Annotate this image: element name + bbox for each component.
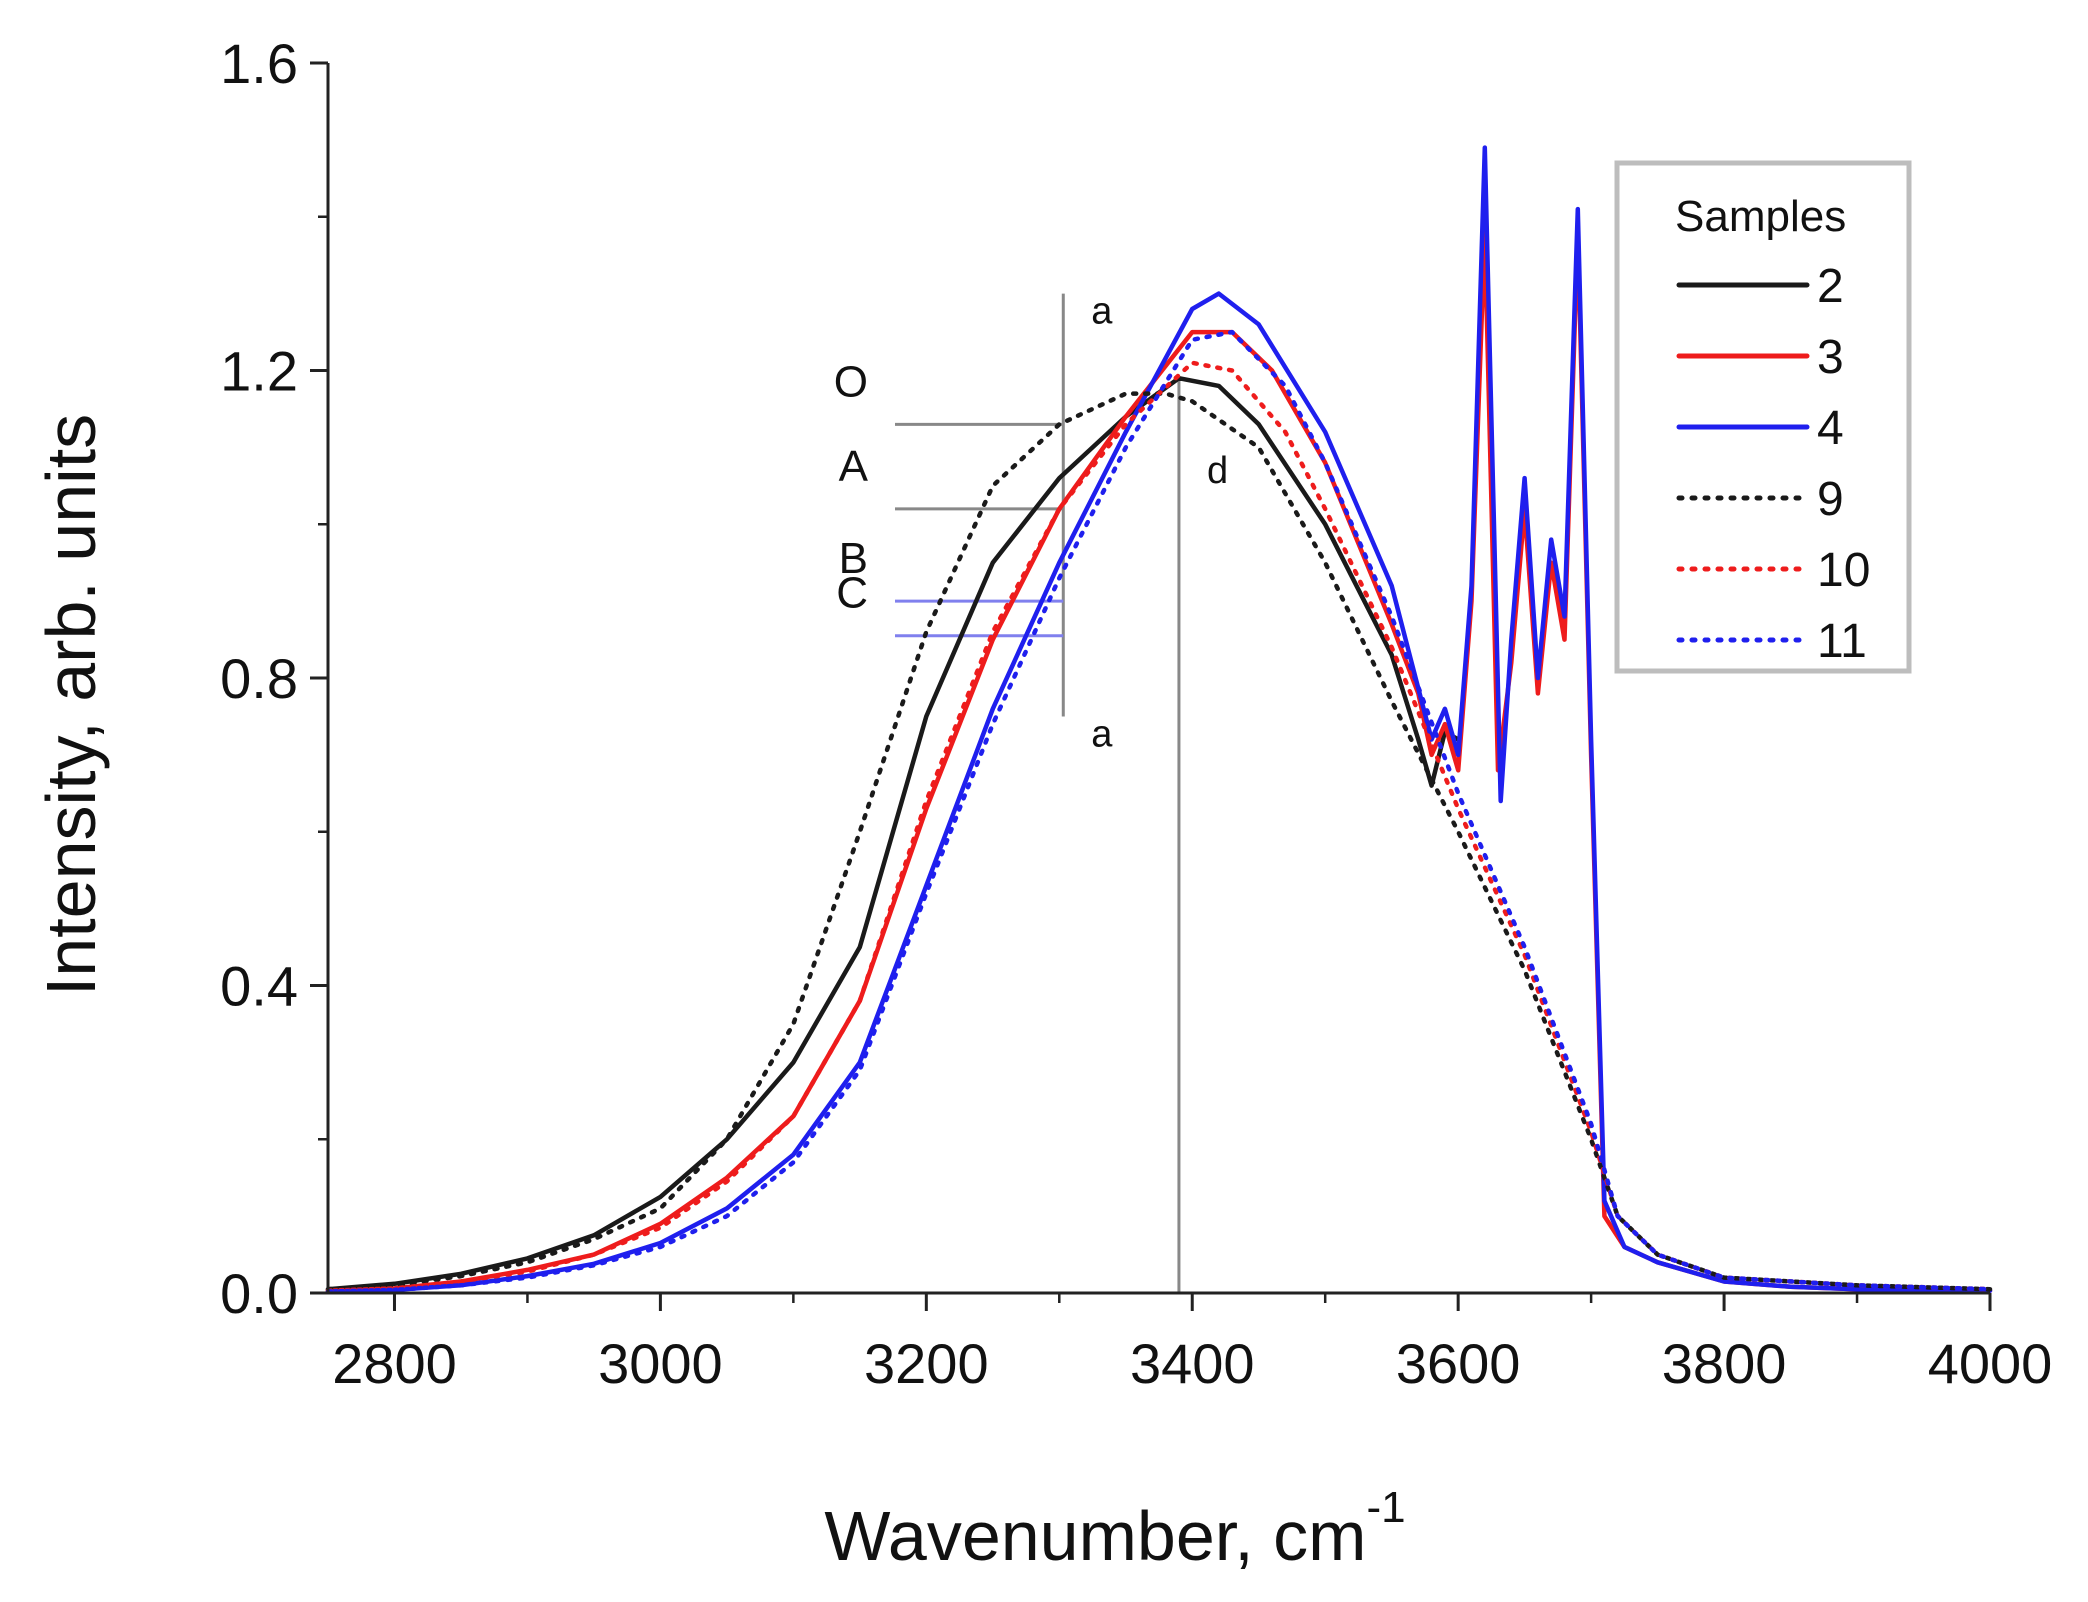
axes-layer: 2800 3000 3200 3400 3600 3800 4000 0.0 0.4 0.8 1.2… [220, 32, 2052, 1395]
legend-label-3: 3 [1817, 331, 1844, 384]
y-tick-label: 0.4 [220, 955, 298, 1018]
legend-title: Samples [1675, 192, 1846, 241]
x-tick-label: 3200 [864, 1332, 989, 1395]
x-tick-label: 3600 [1396, 1332, 1521, 1395]
legend-box [1614, 160, 1912, 674]
marker-label-c: C [836, 569, 868, 618]
marker-label-b: B [839, 534, 868, 583]
y-tick-label: 0.8 [220, 647, 298, 710]
x-axis-title: Wavenumber, cm-1 [824, 1483, 1405, 1575]
vertical-line-label: d [1207, 450, 1228, 492]
marker-label-o: O [834, 357, 868, 406]
marker-label-a: A [839, 442, 869, 491]
series-line-2 [325, 375, 1461, 1292]
y-tick-label: 1.6 [220, 32, 298, 95]
y-tick-label: 1.2 [220, 340, 298, 403]
x-tick-label: 3400 [1130, 1332, 1255, 1395]
x-axis-title-text: Wavenumber, cm [824, 1497, 1366, 1575]
legend-label-4: 4 [1817, 402, 1844, 455]
x-tick-label: 4000 [1928, 1332, 2053, 1395]
series-line-4 [325, 145, 1993, 1294]
y-axis-title: Intensity, arb. units [32, 414, 110, 996]
series-line-11 [325, 329, 1993, 1294]
bracket-label-top: a [1091, 291, 1113, 333]
y-tick-label: 0.0 [220, 1262, 298, 1325]
legend-label-2: 2 [1817, 260, 1844, 313]
bracket-label-bottom: a [1091, 713, 1113, 755]
legend-label-10: 10 [1817, 544, 1870, 597]
legend-label-11: 11 [1817, 615, 1867, 668]
x-axis-title-superscript: -1 [1366, 1483, 1405, 1532]
x-tick-label: 2800 [332, 1332, 457, 1395]
x-tick-label: 3800 [1662, 1332, 1787, 1395]
legend-label-9: 9 [1817, 473, 1844, 526]
legend: Samples 2 3 4 9 10 11 [1614, 160, 1912, 674]
series-layer [325, 145, 1993, 1294]
x-tick-label: 3000 [598, 1332, 723, 1395]
series-line-9 [325, 391, 1993, 1292]
